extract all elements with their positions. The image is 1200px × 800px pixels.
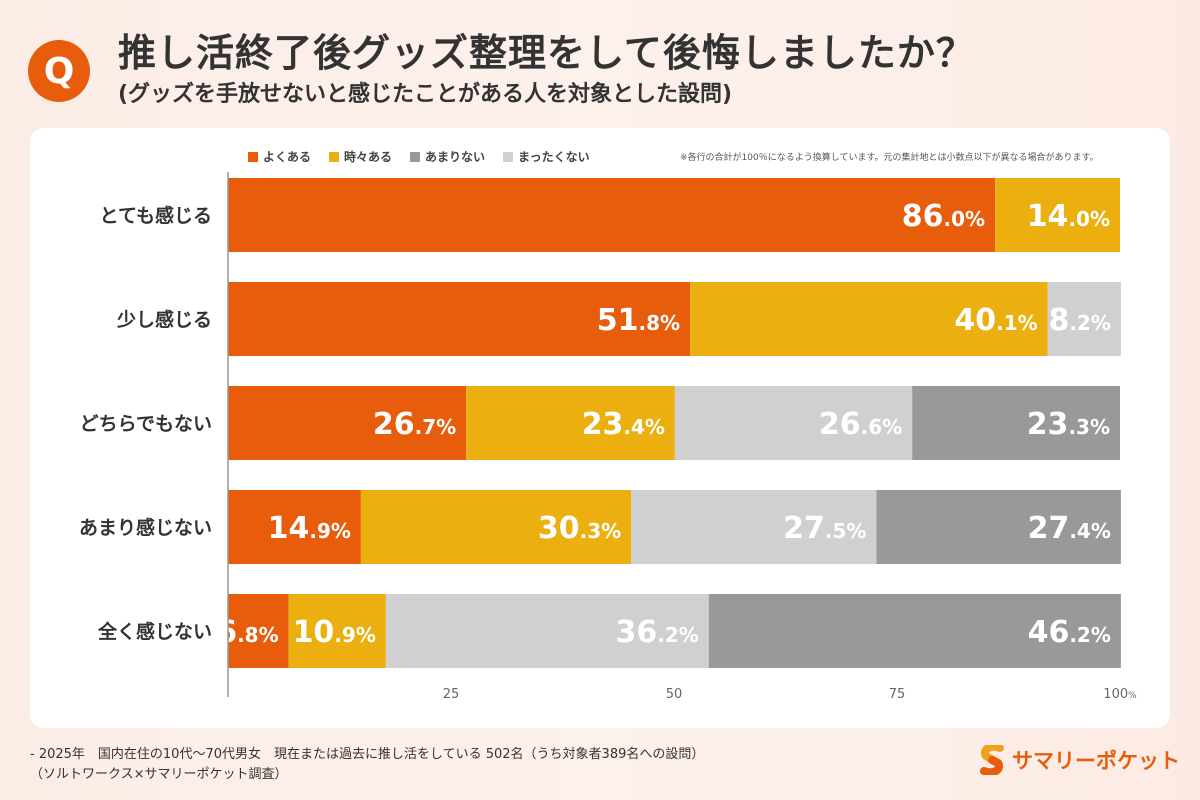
data-label: 51.8% [597, 303, 680, 338]
brand-logo: サマリーポケット [980, 745, 1180, 775]
legend-item: よくある [248, 148, 311, 165]
category-label: とても感じる [100, 204, 212, 227]
data-label: 86.0% [902, 199, 985, 234]
data-label: 10.9% [293, 615, 376, 650]
x-tick-label: 75 [889, 687, 906, 702]
data-label: 30.3% [538, 511, 621, 546]
page-subtitle: (グッズを手放せないと感じたことがある人を対象とした設問) [118, 82, 733, 107]
chart-legend: よくある 時々ある あまりない まったくない [248, 148, 590, 165]
x-tick-label: 25 [443, 687, 460, 702]
legend-label: 時々ある [344, 150, 393, 164]
question-badge: Q [28, 40, 90, 102]
category-label: 全く感じない [97, 620, 212, 643]
data-label: 14.9% [268, 511, 351, 546]
data-label: 27.4% [1028, 511, 1111, 546]
bar-segment [708, 594, 1121, 668]
data-label: 8.2% [1048, 303, 1110, 338]
bar-segment [228, 282, 691, 356]
data-label: 46.2% [1028, 615, 1111, 650]
x-tick-label: 50 [666, 687, 683, 702]
page-title: 推し活終了後グッズ整理をして後悔しましたか？ [118, 31, 975, 75]
legend-swatch [248, 151, 258, 162]
legend-item: まったくない [503, 148, 590, 165]
data-label: 26.7% [373, 407, 456, 442]
footer-line-1: - 2025年 国内在住の10代～70代男女 現在または過去に推し活をしている … [30, 747, 705, 762]
bar-segment [360, 490, 632, 564]
data-label: 36.2% [615, 615, 698, 650]
legend-swatch [410, 151, 421, 162]
bar-segment [228, 386, 467, 460]
logo-s-icon [980, 745, 1004, 775]
data-label: 26.6% [819, 407, 902, 442]
legend-item: あまりない [410, 148, 485, 165]
footer-line-2: （ソルトワークス×サマリーポケット調査） [30, 767, 288, 782]
logo-text: サマリーポケット [1012, 749, 1180, 773]
bar-segment [228, 490, 361, 564]
bar-segment [674, 386, 913, 460]
bar-segment [228, 594, 289, 668]
bar-segment [690, 282, 1048, 356]
bar-segment [228, 178, 996, 252]
footer-source: - 2025年 国内在住の10代～70代男女 現在または過去に推し活をしている … [30, 745, 704, 785]
bar-segment [288, 594, 386, 668]
bar-segment [385, 594, 709, 668]
bar-segment [631, 490, 877, 564]
bar-segment [466, 386, 675, 460]
bar-segment [912, 386, 1120, 460]
legend-swatch [329, 151, 340, 162]
bar-segment [876, 490, 1121, 564]
category-label: どちらでもない [80, 413, 212, 435]
data-label: 40.1% [954, 303, 1037, 338]
data-label: 23.3% [1027, 407, 1110, 442]
legend-label: あまりない [425, 150, 486, 164]
bar-segment [1047, 282, 1121, 356]
category-label: 少し感じる [116, 308, 212, 331]
bar-segment [995, 178, 1120, 252]
category-label: あまり感じない [79, 516, 212, 539]
legend-swatch [503, 151, 514, 162]
x-tick-label: 100% [1103, 687, 1137, 702]
data-label: 23.4% [582, 407, 665, 442]
legend-item: 時々ある [329, 148, 392, 165]
data-label: 6.8% [216, 615, 278, 650]
data-label: 27.5% [783, 511, 866, 546]
data-label: 14.0% [1027, 199, 1110, 234]
chart-note: ※各行の合計が100％になるよう換算しています。元の集計地とは小数点以下が異なる… [680, 153, 1099, 163]
legend-label: まったくない [518, 150, 590, 164]
legend-label: よくある [263, 150, 312, 164]
